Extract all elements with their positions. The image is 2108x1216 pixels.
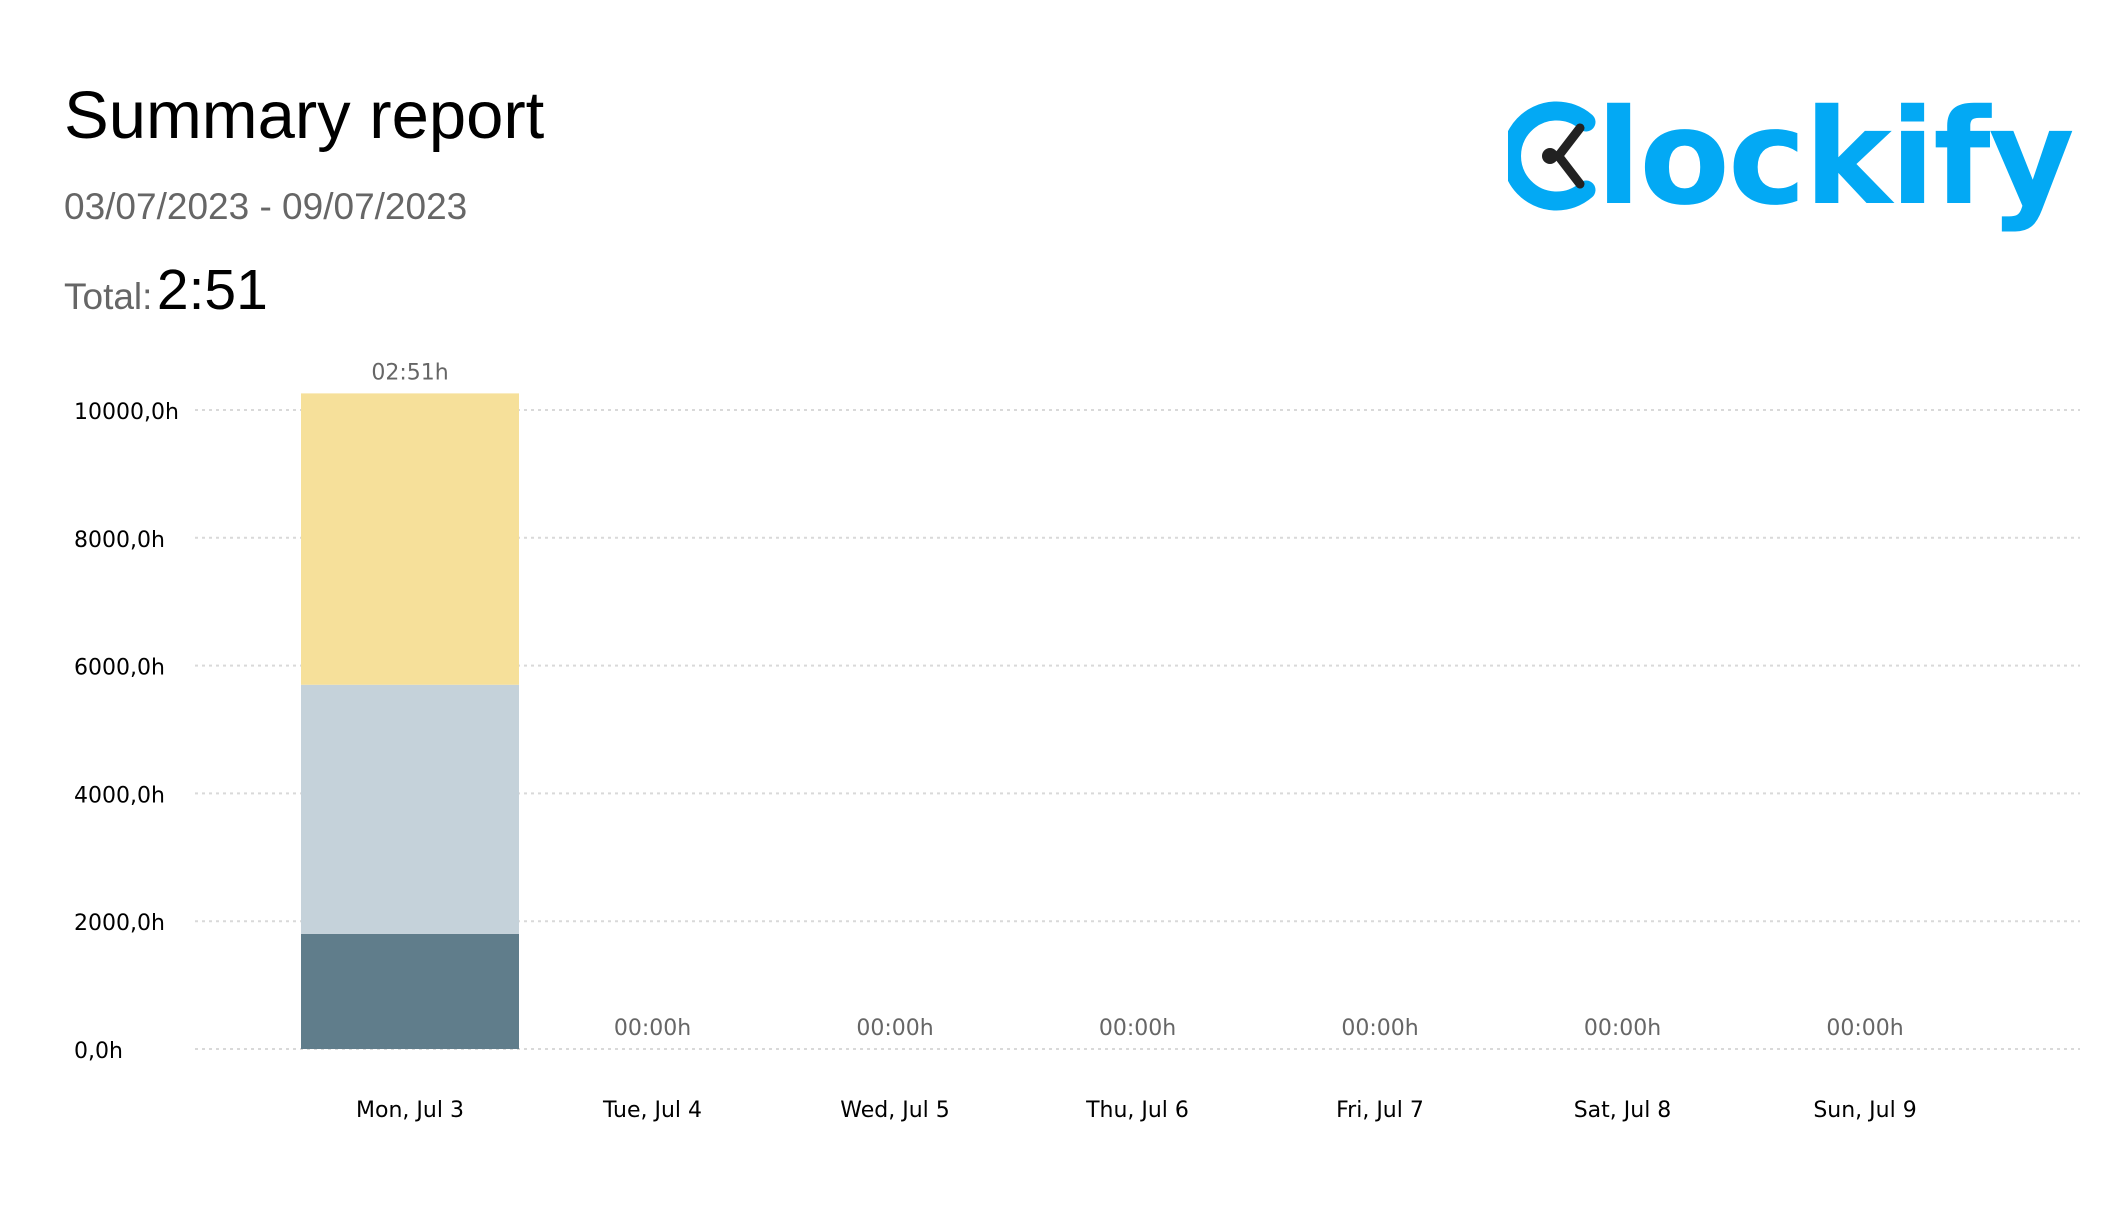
clockify-c-icon xyxy=(1508,101,1596,211)
bar-total-label: 00:00h xyxy=(1341,1016,1418,1041)
bar-total-label: 00:00h xyxy=(1826,1016,1903,1041)
bar-total-label: 00:00h xyxy=(1099,1016,1176,1041)
total-row: Total: 2:51 xyxy=(64,262,268,319)
x-tick-label: Sun, Jul 9 xyxy=(1813,1098,1916,1123)
x-tick-label: Mon, Jul 3 xyxy=(356,1098,464,1123)
x-tick-label: Sat, Jul 8 xyxy=(1574,1098,1672,1123)
clockify-logo: lockify xyxy=(1508,92,2075,236)
bar-segment xyxy=(301,933,519,1049)
date-range: 03/07/2023 - 09/07/2023 xyxy=(64,186,468,227)
logo-wordmark: lockify xyxy=(1596,81,2075,235)
total-label: Total: xyxy=(64,276,153,317)
bar-segment xyxy=(301,684,519,934)
bar-total-label: 02:51h xyxy=(371,360,448,385)
y-tick-label: 2000,0h xyxy=(74,911,165,936)
y-tick-label: 0,0h xyxy=(74,1039,123,1064)
x-tick-label: Thu, Jul 6 xyxy=(1085,1098,1189,1123)
report-title: Summary report xyxy=(64,78,545,153)
bar-total-label: 00:00h xyxy=(856,1016,933,1041)
y-tick-label: 6000,0h xyxy=(74,656,165,681)
total-value: 2:51 xyxy=(156,258,268,322)
y-tick-label: 10000,0h xyxy=(74,400,179,425)
bar-segment xyxy=(301,393,519,685)
x-tick-label: Wed, Jul 5 xyxy=(840,1098,949,1123)
x-tick-label: Tue, Jul 4 xyxy=(602,1098,702,1123)
x-tick-label: Fri, Jul 7 xyxy=(1336,1098,1424,1123)
bar-total-label: 00:00h xyxy=(614,1016,691,1041)
bar-total-label: 00:00h xyxy=(1584,1016,1661,1041)
y-tick-label: 8000,0h xyxy=(74,528,165,553)
y-tick-label: 4000,0h xyxy=(74,783,165,808)
